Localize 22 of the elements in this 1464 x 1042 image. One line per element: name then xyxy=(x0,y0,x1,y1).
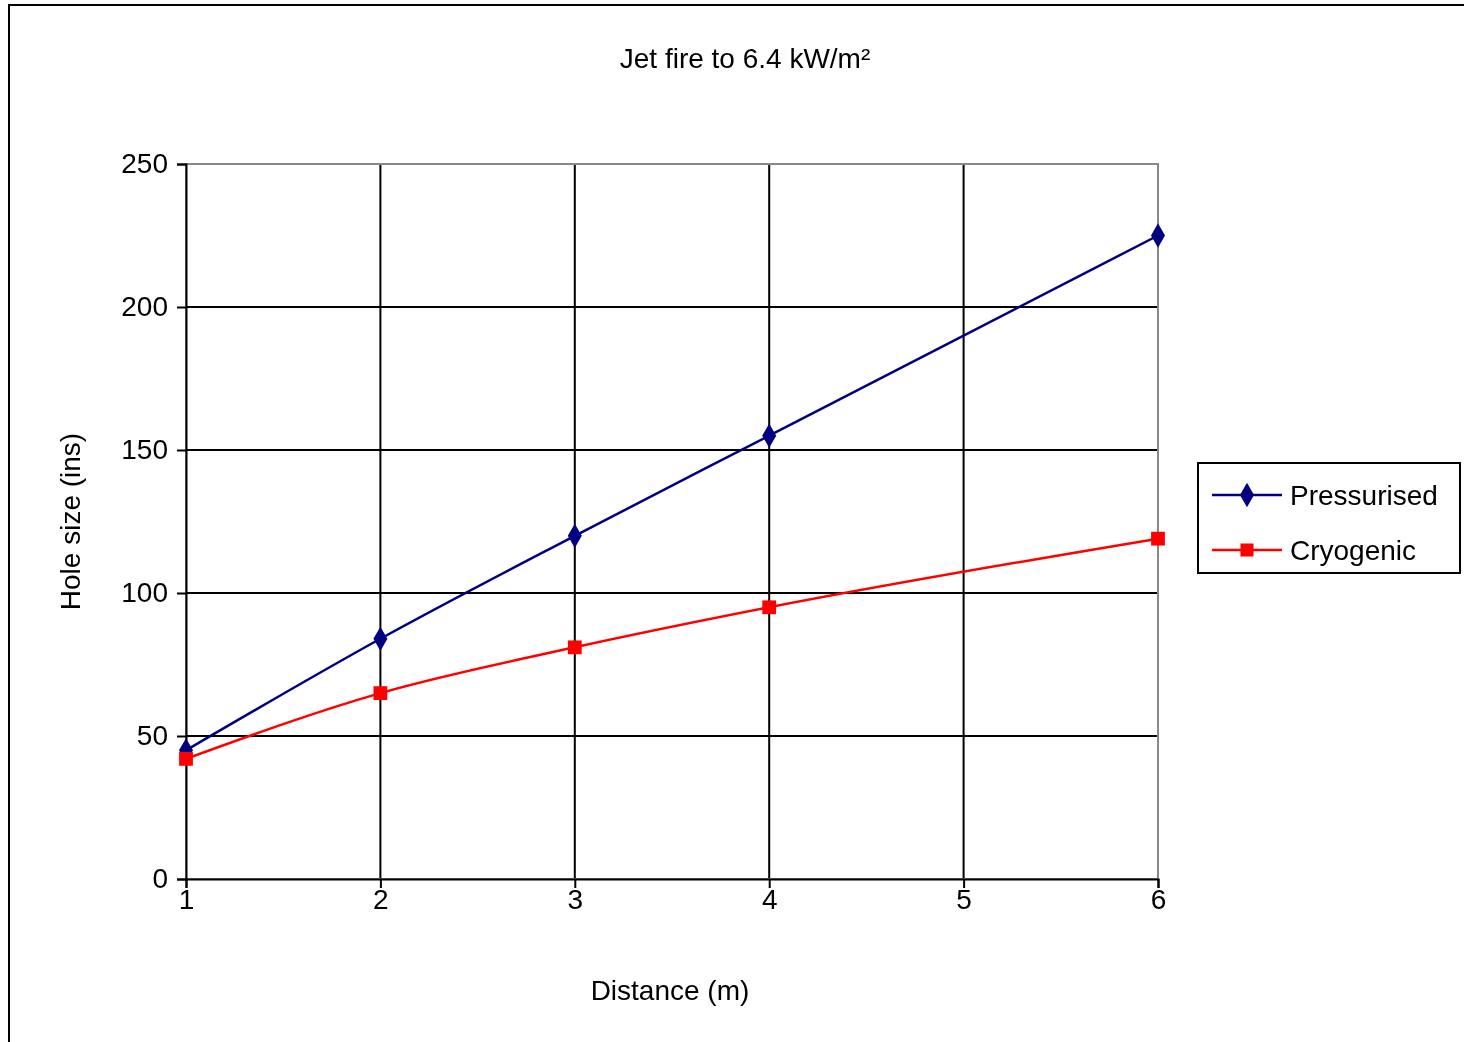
legend-label: Cryogenic xyxy=(1290,535,1417,566)
x-tick-label: 2 xyxy=(373,884,389,915)
y-tick-label: 200 xyxy=(121,291,168,323)
x-tick-label: 4 xyxy=(761,884,778,915)
y-tick-label: 100 xyxy=(121,577,168,609)
point xyxy=(567,640,582,655)
x-axis-title: Distance (m) xyxy=(590,975,750,1006)
y-axis-title: Hole size (ins) xyxy=(55,432,86,611)
point xyxy=(1151,531,1165,546)
point xyxy=(179,751,193,766)
chart-title: Jet fire to 6.4 kW/m² xyxy=(619,43,871,74)
y-tick-label: 50 xyxy=(136,720,168,752)
x-tick-label: 5 xyxy=(956,884,972,915)
x-tick-label: 6 xyxy=(1150,884,1167,915)
x-tick-label: 1 xyxy=(178,884,195,915)
point xyxy=(762,600,777,615)
y-tick-label: 150 xyxy=(121,434,168,466)
point xyxy=(373,686,388,700)
x-tick-label: 3 xyxy=(567,884,584,915)
legend-label: Pressurised xyxy=(1290,480,1438,511)
y-tick-label: 250 xyxy=(121,148,168,180)
y-tick-label: 0 xyxy=(152,863,168,895)
